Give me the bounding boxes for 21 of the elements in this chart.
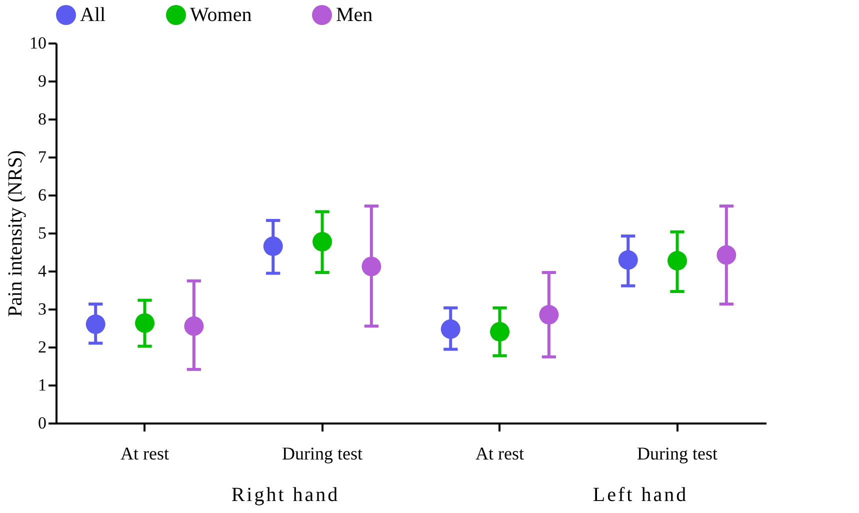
x-tick-label: During test (637, 444, 718, 464)
y-tick-label: 2 (38, 338, 46, 356)
text: Right hand (230, 484, 341, 507)
legend-label: Men (336, 4, 373, 26)
y-tick-label: 10 (30, 34, 46, 52)
text: Left hand (592, 484, 690, 507)
y-tick-label: 4 (38, 262, 47, 280)
legend-label: Women (190, 4, 252, 26)
legend-label: All (80, 4, 106, 26)
y-tick-label: 3 (38, 300, 46, 318)
y-tick-label: 0 (38, 414, 46, 432)
y-tick-label: 5 (38, 224, 46, 242)
y-tick-label: 7 (38, 148, 47, 166)
y-axis-title: Pain intensity (NRS) (4, 150, 26, 317)
y-tick-label: 9 (38, 72, 46, 90)
x-tick-label: At rest (476, 444, 524, 464)
x-tick-label: During test (282, 444, 362, 464)
x-tick-label: At rest (120, 444, 169, 464)
y-tick-label: 6 (38, 186, 46, 204)
y-tick-label: 1 (38, 376, 46, 394)
y-tick-label: 8 (38, 110, 46, 128)
